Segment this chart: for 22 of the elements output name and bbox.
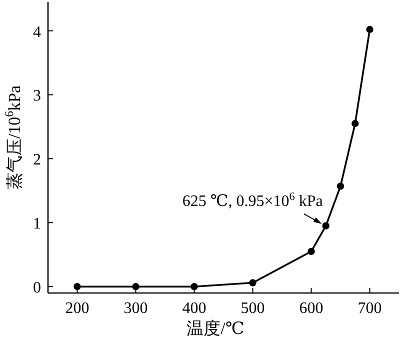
point	[190, 283, 198, 290]
x-tick-label: 400	[182, 300, 206, 317]
y-tick-label: 3	[33, 88, 41, 105]
point	[308, 248, 315, 256]
point	[352, 120, 359, 128]
point	[336, 182, 344, 190]
point	[74, 283, 81, 290]
annotation: 625 ℃, 0.95×10$^{6}$ kPa	[182, 190, 323, 210]
point	[322, 222, 330, 230]
x-tick-label: 500	[240, 300, 265, 317]
x-axis-title: 温度/℃	[186, 319, 244, 338]
y-tick-label: 1	[33, 216, 41, 233]
x-tick-label: 600	[299, 300, 324, 317]
point	[132, 283, 140, 290]
y-tick-label: 0	[33, 280, 41, 297]
x-tick-label: 200	[65, 300, 90, 317]
y-tick-label: 2	[33, 152, 41, 169]
y-tick-label: 4	[33, 24, 41, 41]
point	[366, 26, 374, 34]
point	[249, 279, 256, 286]
x-tick-label: 300	[124, 300, 148, 317]
x-tick-label: 700	[358, 300, 382, 317]
